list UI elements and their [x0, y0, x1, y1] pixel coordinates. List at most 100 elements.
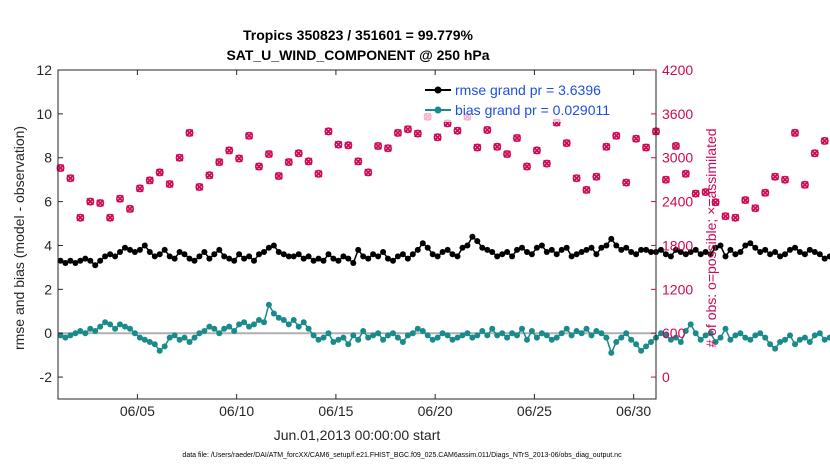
assimilated-obs-point [473, 143, 482, 152]
possible-obs-point [205, 171, 214, 180]
bias-point [737, 330, 744, 337]
chart-title: Tropics 350823 / 351601 = 99.779% [243, 27, 474, 43]
assimilated-obs-point [483, 126, 492, 134]
y2-tick-label: 600 [662, 325, 686, 341]
assimilated-obs-point [691, 189, 700, 198]
rmse-point [598, 244, 605, 251]
assimilated-obs-point [294, 149, 303, 158]
possible-obs-point [542, 159, 551, 168]
rmse-point [201, 249, 208, 255]
bias-point [454, 334, 461, 341]
bias-point [603, 334, 610, 341]
rmse-point [131, 249, 138, 255]
rmse-point [429, 251, 436, 258]
assimilated-obs-point [701, 188, 710, 196]
rmse-point [151, 253, 158, 260]
rmse-point [404, 255, 411, 262]
bias-point [424, 332, 431, 339]
bias-point [449, 336, 456, 343]
possible-obs-point [820, 136, 829, 145]
bias-point [256, 317, 262, 323]
rmse-point [117, 249, 123, 255]
rmse-point [563, 244, 570, 251]
possible-obs-point [413, 129, 422, 138]
assimilated-obs-point [265, 150, 273, 158]
bias-point [712, 339, 719, 345]
rmse-point [251, 257, 257, 264]
assimilated-obs-point [562, 139, 571, 147]
bias-point [742, 334, 749, 341]
assimilated-obs-point [394, 129, 402, 137]
bias-point [221, 325, 228, 332]
bias-point [593, 328, 600, 334]
bias-point [82, 330, 89, 337]
possible-obs-point [780, 175, 789, 184]
assimilated-obs-point [404, 125, 412, 134]
possible-obs-point [751, 204, 760, 213]
rmse-point [811, 249, 818, 255]
possible-obs-point [681, 169, 690, 178]
bias-point [752, 332, 759, 339]
possible-obs-point [66, 174, 75, 183]
assimilated-obs-point [721, 212, 730, 221]
rmse-point [454, 253, 461, 260]
rmse-point [385, 255, 391, 262]
rmse-point [107, 251, 114, 258]
rmse-point [648, 249, 654, 255]
rmse-point [340, 253, 347, 260]
bias-point [429, 336, 436, 343]
rmse-point [821, 255, 828, 262]
bias-point [548, 336, 555, 343]
footnote: data file: /Users/raeder/DAI/ATM_forcXX/… [182, 452, 622, 459]
rmse-point [638, 246, 645, 253]
rmse-point [444, 246, 451, 253]
rmse-point [122, 244, 128, 251]
bias-point [459, 332, 466, 339]
bias-point [62, 334, 69, 341]
rmse-point [380, 249, 387, 255]
bias-point [543, 332, 550, 339]
bias-point [87, 325, 94, 332]
rmse-point [514, 246, 520, 253]
rmse-point [633, 251, 640, 258]
possible-obs-point [106, 213, 115, 222]
assimilated-obs-point [185, 129, 194, 137]
possible-obs-point [374, 142, 383, 151]
rmse-point [394, 253, 401, 260]
rmse-point [533, 244, 540, 251]
assimilated-obs-point [96, 199, 105, 207]
rmse-point [816, 251, 823, 258]
rmse-point [806, 246, 813, 253]
rmse-point [62, 260, 69, 266]
possible-obs-point [225, 146, 234, 155]
bias-point [161, 343, 168, 350]
rmse-point [583, 246, 590, 253]
bias-point [787, 332, 793, 339]
bias-point [310, 332, 317, 339]
assimilated-obs-point [334, 140, 343, 149]
bias-point [816, 330, 823, 337]
x-tick-label: 06/15 [318, 403, 353, 419]
x-tick-label: 06/20 [418, 403, 453, 419]
bias-point [285, 321, 292, 328]
possible-obs-point [483, 126, 492, 135]
bias-point [335, 336, 342, 343]
rmse-point [221, 253, 228, 260]
rmse-point [608, 235, 615, 242]
rmse-point [643, 246, 650, 253]
assimilated-obs-point [771, 172, 779, 181]
rmse-point [127, 246, 133, 253]
bias-point [390, 330, 396, 337]
possible-obs-point [383, 144, 392, 153]
rmse-point [623, 244, 630, 251]
y2-tick-label: 0 [662, 369, 670, 385]
assimilated-obs-point [731, 213, 740, 222]
rmse-point [136, 246, 143, 253]
bias-point [598, 330, 605, 337]
bias-point [821, 336, 828, 343]
bias-point [558, 330, 565, 337]
bias-point [692, 330, 699, 337]
y2-tick-label: 2400 [662, 194, 693, 210]
bias-point [251, 321, 257, 328]
rmse-point [439, 249, 446, 255]
